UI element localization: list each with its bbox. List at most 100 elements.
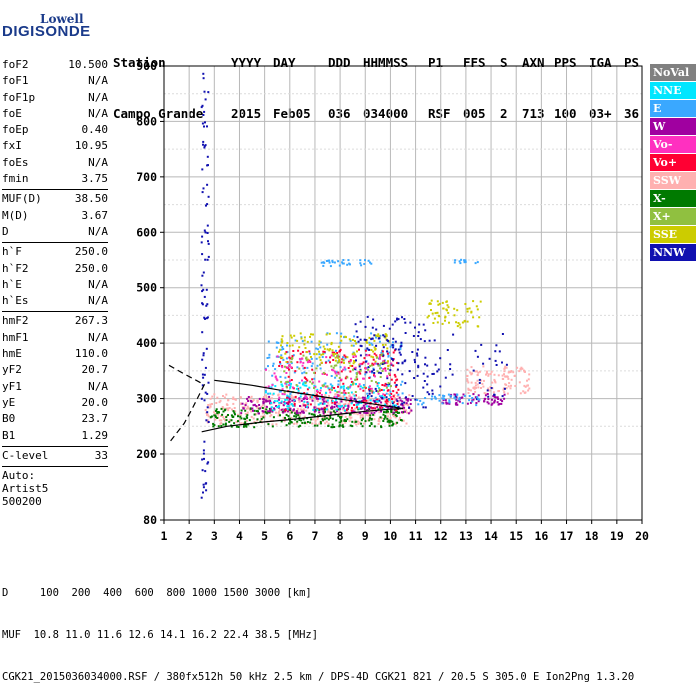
echo-point [260,419,263,422]
echo-point [436,311,439,314]
echo-point [370,332,373,335]
echo-point [287,405,290,408]
echo-point [379,406,382,409]
echo-point [262,398,265,401]
echo-point [456,325,459,328]
echo-point [350,409,353,412]
echo-point [383,417,386,420]
echo-point [262,396,265,398]
echo-point [371,337,374,340]
echo-point [514,385,517,387]
echo-point [252,409,254,412]
echo-point [467,387,470,390]
echo-point [303,336,306,339]
echo-point [234,413,236,416]
echo-point [308,412,311,415]
echo-point [444,399,447,402]
echo-point [383,411,385,414]
echo-point [283,393,286,396]
echo-point [337,402,340,405]
echo-point [257,412,260,415]
echo-point [201,191,204,194]
echo-point [279,375,282,378]
x-tick-label: 1 [161,529,168,543]
echo-point [222,410,225,413]
echo-point [360,402,363,404]
header-value-8: 713 [522,106,545,121]
echo-point [280,354,283,357]
echo-point [305,396,308,399]
echo-point [476,396,479,399]
echo-point [324,422,327,425]
echo-point [304,381,307,384]
echo-point [279,362,282,365]
param-row-foe: foE N/A [2,107,108,123]
echo-point [469,389,472,392]
echo-point [399,353,402,356]
echo-point [401,373,404,376]
echo-point [204,98,207,101]
echo-point [340,400,343,403]
echo-point [223,418,226,420]
echo-point [278,350,280,353]
param-value: N/A [88,90,108,104]
echo-point [339,366,342,369]
echo-point [322,410,325,413]
echo-point [382,368,385,370]
echo-point [334,356,337,359]
echo-point [321,372,324,375]
echo-point [364,339,367,341]
echo-point [350,398,353,401]
echo-point [373,372,376,374]
echo-point [346,263,349,266]
echo-point [512,371,515,374]
echo-point [256,399,259,402]
echo-point [333,261,336,264]
echo-point [341,397,344,400]
echo-point [284,352,287,355]
echo-point [472,393,475,396]
echo-point [422,386,425,389]
echo-point [319,414,322,417]
echo-point [270,402,273,404]
echo-point [292,404,295,407]
echo-point [217,425,220,428]
echo-point [463,394,466,397]
echo-point [446,349,449,351]
echo-point [365,413,368,416]
echo-point [384,414,387,417]
echo-point [477,371,480,374]
echo-point [422,372,425,375]
echo-point [380,367,383,370]
echo-point [287,401,290,404]
echo-point [201,458,204,461]
echo-point [413,358,416,361]
echo-point [374,375,376,378]
echo-point [290,360,293,363]
echo-point [400,341,403,344]
echo-point [417,364,420,367]
echo-point [282,358,285,361]
echo-point [279,390,282,393]
echo-point [290,416,293,419]
echo-point [413,377,416,379]
echo-point [316,390,318,392]
echo-point [275,411,277,414]
echo-point [328,332,331,335]
echo-point [304,395,307,398]
echo-point [319,402,322,405]
echo-point [437,303,440,306]
echo-point [368,392,371,395]
param-row-ye: yE 20.0 [2,396,108,412]
echo-point [476,373,479,376]
echo-point [272,364,274,367]
echo-point [387,364,390,367]
echo-point [303,371,306,374]
header-value-2: Feb05 [273,106,311,121]
echo-point [375,344,378,347]
echo-point [249,399,252,402]
echo-point [370,379,373,382]
echo-point [492,395,495,398]
echo-point [416,348,419,351]
echo-point [503,370,506,373]
